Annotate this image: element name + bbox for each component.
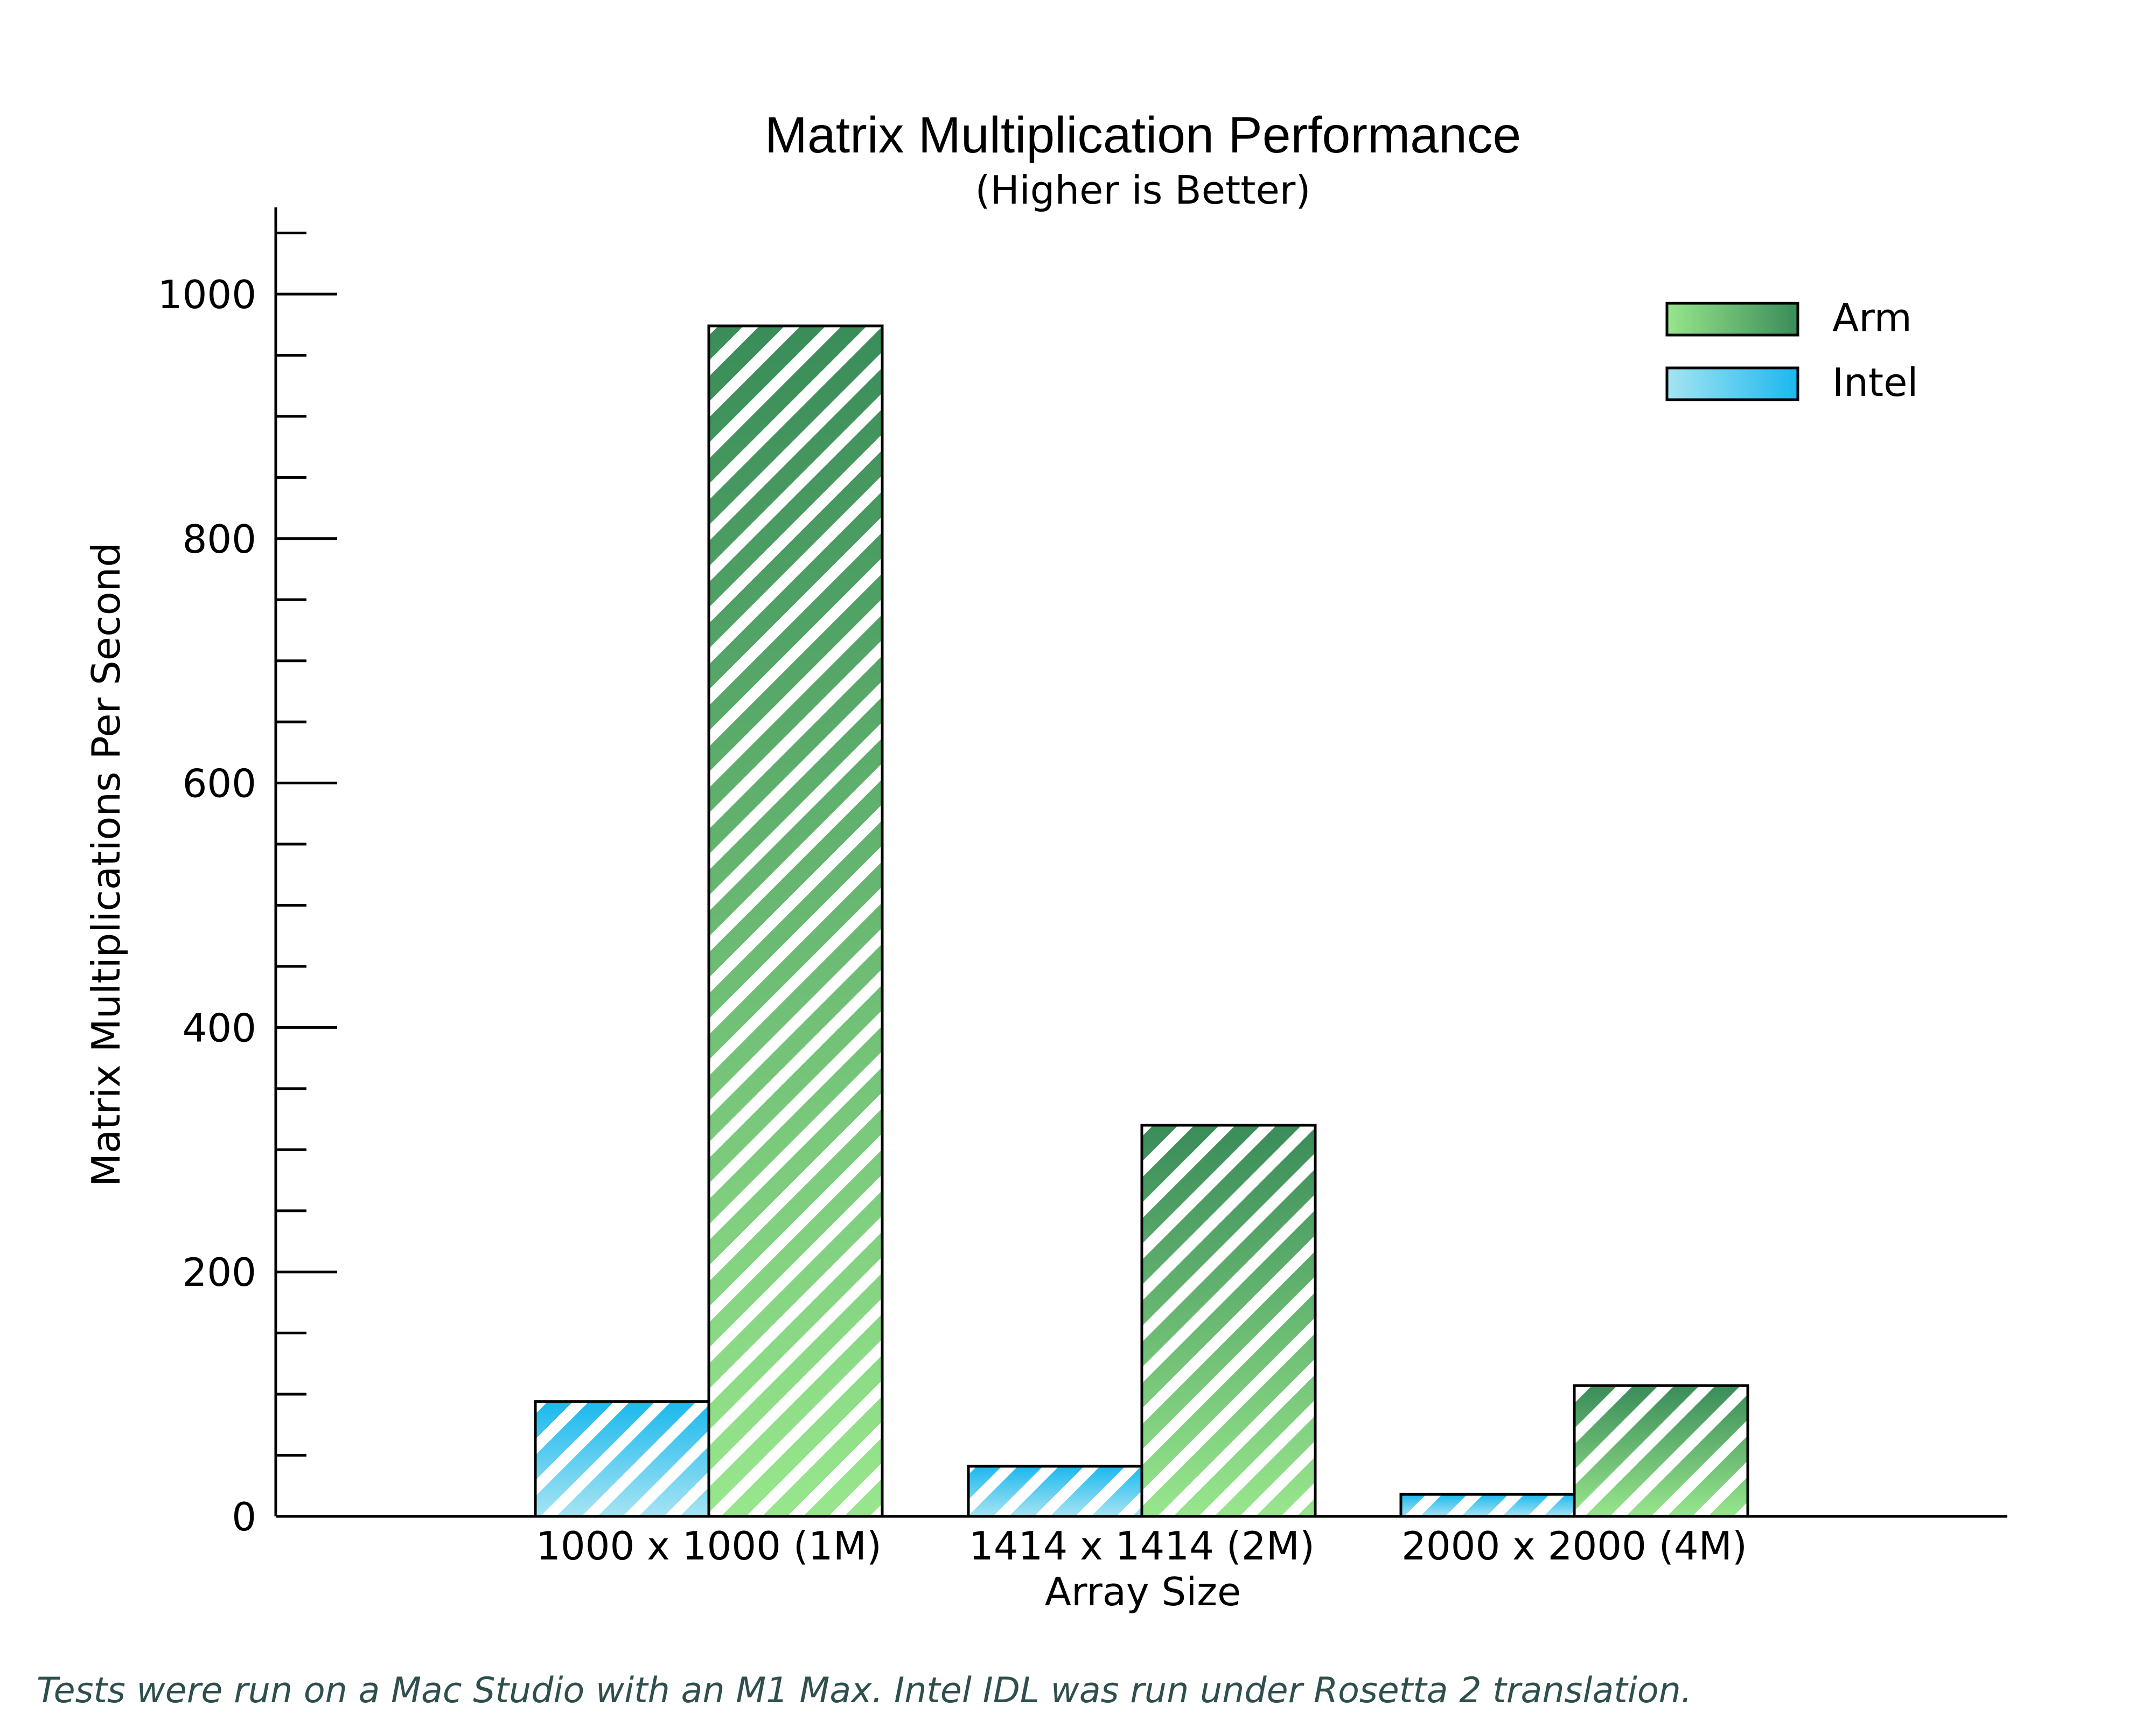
x-tick-label: 2000 x 2000 (4M) [1401,1523,1747,1569]
bar-intel-1 [534,1400,710,1518]
legend-swatch-arm [1665,302,1799,337]
footnote: Tests were run on a Mac Studio with an M… [37,1670,1692,1711]
legend-item-intel: Intel [1665,360,1918,405]
y-tick-label: 800 [183,517,256,562]
bar-arm-1 [707,324,884,1518]
legend-label-intel: Intel [1832,360,1918,405]
chart-title: Matrix Multiplication Performance [765,107,1521,164]
x-axis-label: Array Size [1045,1569,1241,1614]
y-tick-label: 200 [183,1250,256,1295]
y-tick-label: 1000 [158,272,256,317]
chart-subtitle: (Higher is Better) [975,168,1311,213]
legend: Arm Intel [1665,295,1918,405]
y-axis-label: Matrix Multiplications Per Second [83,542,129,1187]
bar-intel-2 [967,1465,1143,1518]
legend-label-arm: Arm [1832,295,1912,340]
bar-arm-3 [1573,1384,1749,1518]
y-tick-label: 0 [232,1494,256,1540]
x-tick-label: 1000 x 1000 (1M) [536,1523,882,1569]
legend-item-arm: Arm [1665,295,1912,340]
x-tick-label: 1414 x 1414 (2M) [969,1523,1315,1569]
y-tick-label: 400 [183,1005,256,1050]
y-tick-label: 600 [183,761,256,806]
plot-area [534,324,1749,1518]
legend-swatch-intel [1665,366,1799,401]
bar-arm-2 [1140,1124,1317,1518]
axes: 1000 x 1000 (1M) 1414 x 1414 (2M) 2000 x 2… [158,207,2007,1569]
bar-intel-3 [1399,1493,1576,1518]
